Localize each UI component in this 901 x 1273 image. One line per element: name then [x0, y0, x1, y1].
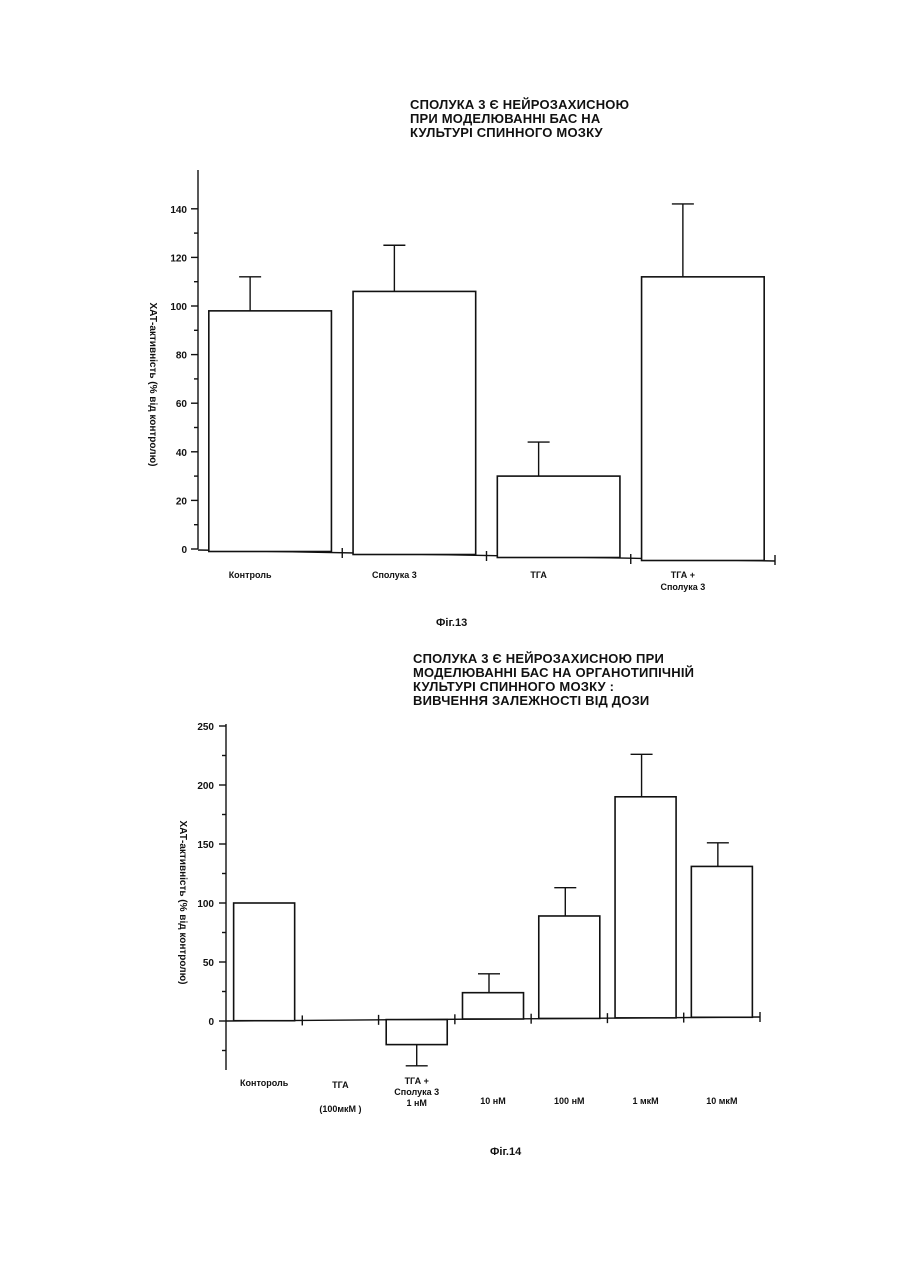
- chart2-category-label: Контороль: [240, 1078, 289, 1088]
- chart2-y-tick-label: 50: [203, 958, 215, 969]
- chart2-category-label: 10 мкМ: [706, 1096, 737, 1106]
- chart2-category-label: 100 нМ: [554, 1096, 584, 1106]
- chart2-category-label: 10 нМ: [480, 1096, 505, 1106]
- chart2-y-tick-label: 0: [208, 1017, 214, 1028]
- chart2-y-tick-label: 100: [197, 899, 214, 910]
- chart2-category-label: Сполука 3: [394, 1087, 439, 1097]
- chart2-category-label: 1 мкМ: [632, 1096, 658, 1106]
- chart2-bar: [234, 903, 295, 1021]
- chart2-category-label: ТГА +: [405, 1076, 429, 1086]
- chart2-y-tick-label: 250: [197, 722, 214, 733]
- figure-14-label: Фіг.14: [490, 1146, 521, 1158]
- chart2-bar: [386, 1020, 447, 1045]
- chart2-category-label: 1 нМ: [406, 1098, 426, 1108]
- chart2-bar: [462, 993, 523, 1019]
- chart2-bar: [615, 797, 676, 1018]
- chart2-bar: [691, 866, 752, 1017]
- chart2-bar: [539, 916, 600, 1018]
- chart2-y-axis-label: ХАТ-активність (% від контролю): [177, 821, 188, 985]
- figure-13-label: Фіг.13: [436, 617, 467, 629]
- chart2-category-label: (100мкМ ): [319, 1104, 361, 1114]
- chart2-category-label: ТГА: [332, 1080, 349, 1090]
- chart2-y-tick-label: 150: [197, 840, 214, 851]
- chart2-y-tick-label: 200: [197, 781, 214, 792]
